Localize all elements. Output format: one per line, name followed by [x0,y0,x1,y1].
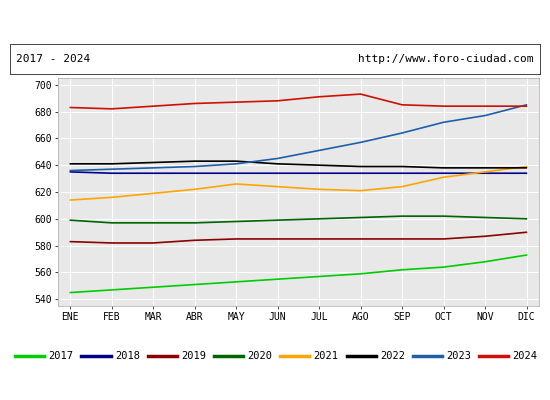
Text: 2021: 2021 [314,351,339,361]
Text: 2023: 2023 [446,351,471,361]
Text: 2017 - 2024: 2017 - 2024 [16,54,91,64]
Text: 2020: 2020 [248,351,272,361]
Text: Evolucion num de emigrantes en Utrera: Evolucion num de emigrantes en Utrera [120,13,430,27]
Text: 2019: 2019 [181,351,206,361]
Text: 2017: 2017 [48,351,74,361]
Text: 2024: 2024 [513,351,537,361]
Text: 2018: 2018 [115,351,140,361]
Text: http://www.foro-ciudad.com: http://www.foro-ciudad.com [358,54,534,64]
Text: 2022: 2022 [380,351,405,361]
